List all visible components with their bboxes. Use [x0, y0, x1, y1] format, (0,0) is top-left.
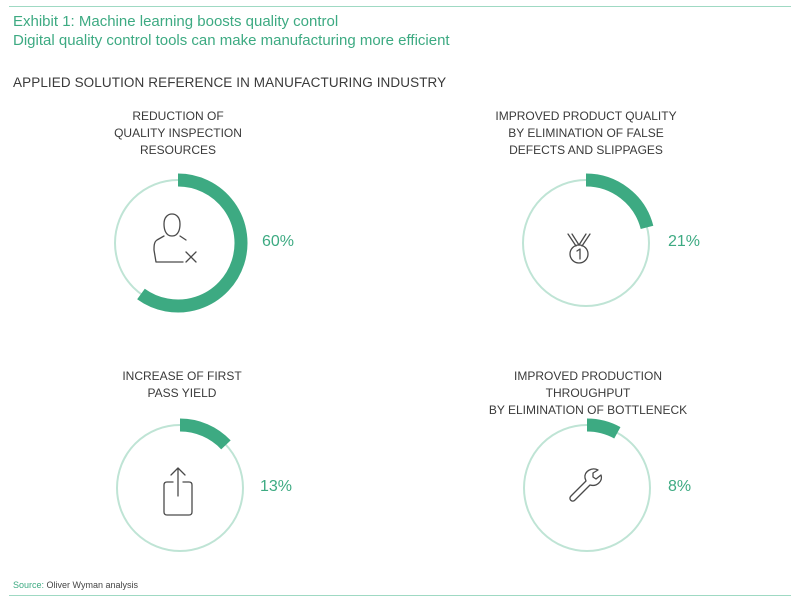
panel-title-throughput: IMPROVED PRODUCTION THROUGHPUT BY ELIMIN… — [488, 369, 688, 417]
medal-icon — [567, 233, 591, 264]
panel-title-quality: IMPROVED PRODUCT QUALITY BY ELIMINATION … — [495, 109, 677, 157]
share-upload-icon — [163, 467, 193, 516]
donut-arc-quality — [585, 173, 654, 230]
top-divider — [9, 6, 791, 7]
exhibit-subtitle: Digital quality control tools can make m… — [13, 32, 450, 49]
pct-label-quality: 21% — [668, 233, 701, 250]
exhibit-title-line1: Exhibit 1: Machine learning boosts quali… — [13, 13, 339, 30]
source-text: Oliver Wyman analysis — [44, 580, 138, 590]
donut-arc-reduction — [137, 173, 248, 313]
pct-label-throughput: 8% — [668, 478, 692, 495]
source-note: Source: Oliver Wyman analysis — [13, 580, 138, 590]
panel-title-first-pass-yield: INCREASE OF FIRST PASS YIELD — [122, 369, 242, 400]
pct-label-reduction: 60% — [262, 233, 295, 250]
exhibit-title: Exhibit 1: Machine learning boosts quali… — [13, 12, 450, 50]
donut-arc-first-pass-yield — [179, 418, 231, 450]
panel-title-reduction: REDUCTION OF QUALITY INSPECTION RESOURCE… — [114, 109, 242, 157]
pct-label-first-pass-yield: 13% — [260, 478, 293, 495]
source-label: Source: — [13, 580, 45, 590]
user-remove-icon — [153, 213, 197, 263]
bottom-divider — [9, 595, 791, 596]
section-heading: APPLIED SOLUTION REFERENCE IN MANUFACTUR… — [13, 75, 447, 90]
wrench-icon — [569, 468, 603, 502]
donut-arc-throughput — [586, 418, 621, 439]
